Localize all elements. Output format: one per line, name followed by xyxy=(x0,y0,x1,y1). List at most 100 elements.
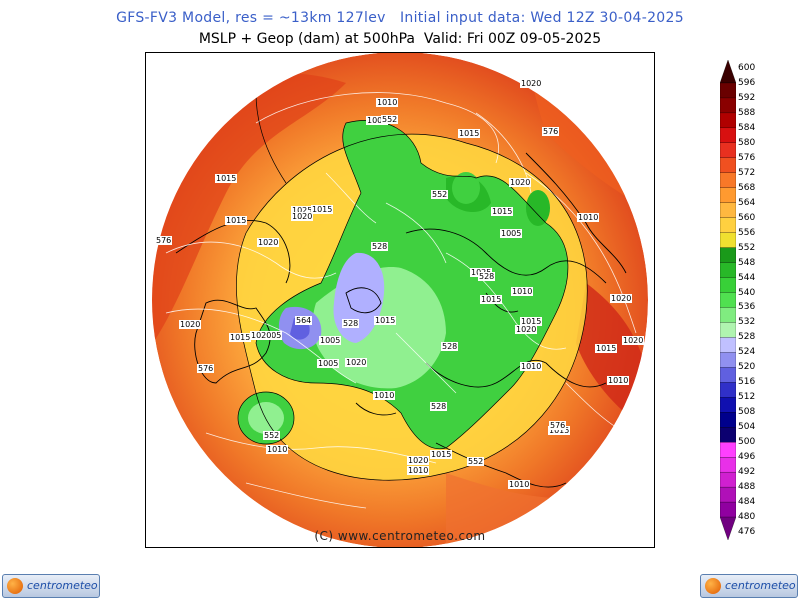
colorbar-cell xyxy=(720,337,736,353)
colorbar-cell xyxy=(720,486,736,503)
pressure-label-bg xyxy=(458,129,480,138)
pressure-label-bg xyxy=(509,178,531,187)
pressure-label-bg xyxy=(511,287,533,296)
centrometeo-logo-left[interactable]: centrometeo xyxy=(2,574,100,598)
pressure-label: 1020 xyxy=(346,358,366,367)
map-title-valid: MSLP + Geop (dam) at 500hPa Valid: Fri 0… xyxy=(198,31,602,47)
pressure-label-bg xyxy=(430,402,447,411)
pressure-label: 1005 xyxy=(320,336,340,345)
colorbar-level-label: 544 xyxy=(738,272,756,283)
pressure-label: 576 xyxy=(198,364,213,373)
pressure-label: 528 xyxy=(372,242,387,251)
colorbar-level-label: 548 xyxy=(738,257,756,268)
pressure-label-bg xyxy=(407,456,429,465)
colorbar-level-label: 508 xyxy=(738,407,756,418)
colorbar xyxy=(720,60,736,540)
projection-disc xyxy=(152,53,648,547)
colorbar-level-label: 476 xyxy=(738,527,756,537)
pressure-label-bg xyxy=(317,359,339,368)
colorbar-cell xyxy=(720,97,736,114)
pressure-label-bg xyxy=(373,391,395,400)
pressure-label-bg xyxy=(441,342,458,351)
colorbar-cell xyxy=(720,232,736,249)
pressure-label: 1005 xyxy=(501,229,521,238)
pressure-label: 1010 xyxy=(377,98,397,107)
pressure-label: 1010 xyxy=(608,376,628,385)
colorbar-cell xyxy=(720,277,736,293)
pressure-label-bg xyxy=(374,316,396,325)
colorbar-level-label: 592 xyxy=(738,92,756,103)
colorbar-cell xyxy=(720,217,736,234)
colorbar-level-label: 480 xyxy=(738,512,756,523)
colorbar-cell xyxy=(720,367,736,383)
centrometeo-logo-right[interactable]: centrometeo xyxy=(700,574,798,598)
pressure-label-bg xyxy=(610,294,632,303)
pressure-label: 1020 xyxy=(516,325,536,334)
pressure-label-bg xyxy=(225,216,247,225)
colorbar-cell xyxy=(720,471,736,488)
pressure-label: 1010 xyxy=(509,480,529,489)
pressure-label-bg xyxy=(595,344,617,353)
pressure-label: 528 xyxy=(431,402,446,411)
pressure-label-bg xyxy=(250,331,272,340)
pressure-label-bg xyxy=(520,317,542,326)
pressure-label: 528 xyxy=(343,319,358,328)
pressure-label-bg xyxy=(549,421,566,430)
pressure-label: 1010 xyxy=(408,466,428,475)
pressure-label: 1020 xyxy=(180,320,200,329)
colorbar-cell xyxy=(720,202,736,219)
colorbar-cell xyxy=(720,397,736,413)
colorbar-cell xyxy=(720,262,736,278)
pressure-label: 1010 xyxy=(578,213,598,222)
pressure-label: 1005 xyxy=(367,116,387,125)
pressure-label-bg xyxy=(215,174,237,183)
pressure-label: 1015 xyxy=(549,426,569,435)
pressure-label: 528 xyxy=(442,342,457,351)
pressure-label: 1010 xyxy=(512,287,532,296)
pressure-label: 1020 xyxy=(251,331,271,340)
pressure-label: 1020 xyxy=(408,456,428,465)
colorbar-level-label: 520 xyxy=(738,362,756,373)
colorbar-level-label: 492 xyxy=(738,467,756,478)
colorbar-level-label: 516 xyxy=(738,377,756,388)
pressure-label-bg xyxy=(311,205,333,214)
pressure-label: 1005 xyxy=(318,359,338,368)
colorbar-cell xyxy=(720,157,736,174)
pressure-label-bg xyxy=(197,364,214,373)
pressure-label-bg xyxy=(345,358,367,367)
colorbar-cell xyxy=(720,457,736,473)
pressure-label-bg xyxy=(371,242,388,251)
colorbar-level-label: 504 xyxy=(738,422,756,433)
geopotential-contours xyxy=(236,92,588,481)
colorbar-level-label: 536 xyxy=(738,302,756,313)
pressure-label: 1015 xyxy=(596,344,616,353)
colorbar-level-label: 532 xyxy=(738,317,756,328)
pressure-label-bg xyxy=(577,213,599,222)
pressure-label-bg xyxy=(257,238,279,247)
pressure-label: 528 xyxy=(479,272,494,281)
pressure-label-bg xyxy=(291,212,313,221)
pressure-label: 1015 xyxy=(459,129,479,138)
pressure-label: 1010 xyxy=(267,445,287,454)
pressure-label-bg xyxy=(155,236,172,245)
colorbar-cell xyxy=(720,427,736,443)
colorbar-cell xyxy=(720,112,736,129)
pressure-label-bg xyxy=(407,466,429,475)
colorbar-level-label: 484 xyxy=(738,497,756,508)
pressure-label: 1020 xyxy=(510,178,530,187)
logo-text-right: centrometeo xyxy=(725,579,796,592)
colorbar-level-label: 556 xyxy=(738,227,756,238)
pressure-label: 576 xyxy=(156,236,171,245)
colorbar-cell xyxy=(720,60,736,84)
pressure-label-bg xyxy=(381,115,398,124)
colorbar-cell xyxy=(720,172,736,189)
colorbar-level-label: 580 xyxy=(738,137,756,148)
colorbar-cell xyxy=(720,352,736,368)
colorbar-level-label: 496 xyxy=(738,452,756,463)
colorbar-level-label: 488 xyxy=(738,482,756,493)
colorbar-cell xyxy=(720,412,736,428)
pressure-label: 1015 xyxy=(492,207,512,216)
colorbar-level-label: 540 xyxy=(738,287,756,298)
colorbar-cell xyxy=(720,187,736,204)
